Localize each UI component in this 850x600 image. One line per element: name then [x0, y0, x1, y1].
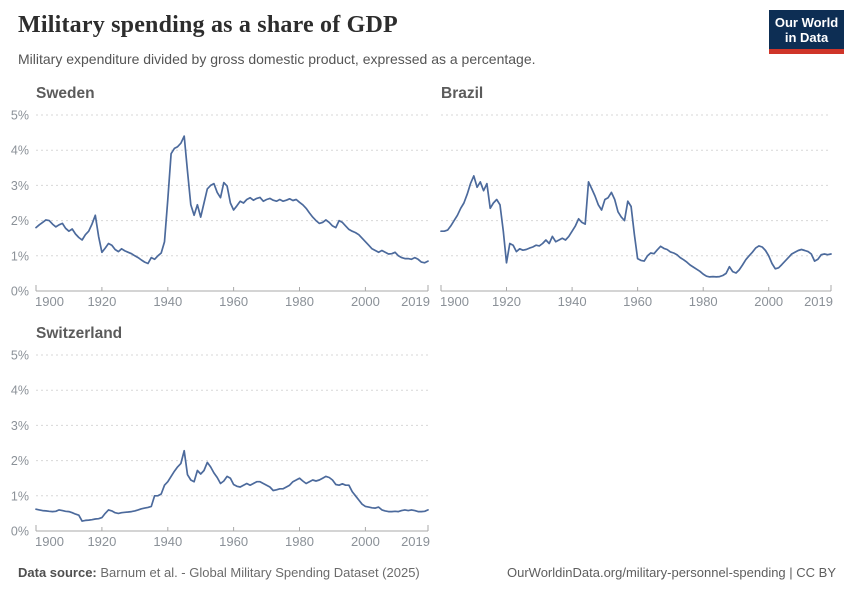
svg-text:2000: 2000: [351, 534, 380, 549]
facet-title-sweden: Sweden: [36, 85, 95, 102]
svg-text:2000: 2000: [351, 294, 380, 309]
owid-url-license: OurWorldinData.org/military-personnel-sp…: [507, 565, 836, 580]
svg-text:1960: 1960: [623, 294, 652, 309]
facet-title-switzerland: Switzerland: [36, 325, 123, 342]
chart-subtitle: Military expenditure divided by gross do…: [18, 51, 536, 67]
svg-text:1980: 1980: [689, 294, 718, 309]
owid-logo: Our World in Data: [769, 10, 844, 54]
svg-text:1900: 1900: [440, 294, 469, 309]
data-source-note: Data source: Barnum et al. - Global Mili…: [18, 565, 420, 580]
svg-text:5%: 5%: [11, 109, 29, 123]
svg-text:0%: 0%: [11, 285, 29, 299]
svg-text:1%: 1%: [11, 249, 29, 263]
svg-text:2019: 2019: [804, 294, 833, 309]
svg-text:1980: 1980: [285, 534, 314, 549]
svg-text:1900: 1900: [35, 534, 64, 549]
svg-text:4%: 4%: [11, 144, 29, 158]
svg-text:1900: 1900: [35, 294, 64, 309]
logo-text-line1: Our World: [774, 14, 839, 30]
svg-text:1920: 1920: [492, 294, 521, 309]
svg-text:1%: 1%: [11, 489, 29, 503]
svg-text:2%: 2%: [11, 454, 29, 468]
svg-text:1940: 1940: [153, 294, 182, 309]
svg-text:2019: 2019: [401, 294, 430, 309]
svg-text:1920: 1920: [87, 294, 116, 309]
brazil-line-chart: 1900 1920 1940 1960 1980 2000 2019: [435, 105, 850, 324]
switzerland-line-chart: 1900 1920 1940 1960 1980 2000 2019 0% 1% 2% 3% 4% 5%: [0, 345, 435, 564]
chart-title: Military spending as a share of GDP: [18, 12, 398, 38]
svg-text:3%: 3%: [11, 419, 29, 433]
svg-text:2000: 2000: [754, 294, 783, 309]
svg-text:4%: 4%: [11, 384, 29, 398]
svg-text:1980: 1980: [285, 294, 314, 309]
svg-text:5%: 5%: [11, 349, 29, 363]
svg-text:2%: 2%: [11, 214, 29, 228]
svg-text:1960: 1960: [219, 534, 248, 549]
svg-text:3%: 3%: [11, 179, 29, 193]
svg-text:1960: 1960: [219, 294, 248, 309]
svg-text:2019: 2019: [401, 534, 430, 549]
svg-text:1940: 1940: [558, 294, 587, 309]
logo-text-line2: in Data: [784, 29, 829, 45]
data-source-label: Data source:: [18, 565, 97, 580]
svg-text:1920: 1920: [87, 534, 116, 549]
sweden-line-chart: 1900 1920 1940 1960 1980 2000 2019 0% 1% 2% 3% 4% 5%: [0, 105, 435, 324]
svg-text:1940: 1940: [153, 534, 182, 549]
facet-title-brazil: Brazil: [441, 85, 484, 102]
svg-text:0%: 0%: [11, 525, 29, 539]
data-source-text: Barnum et al. - Global Military Spending…: [100, 565, 420, 580]
chart-footer: Data source: Barnum et al. - Global Mili…: [18, 565, 836, 580]
